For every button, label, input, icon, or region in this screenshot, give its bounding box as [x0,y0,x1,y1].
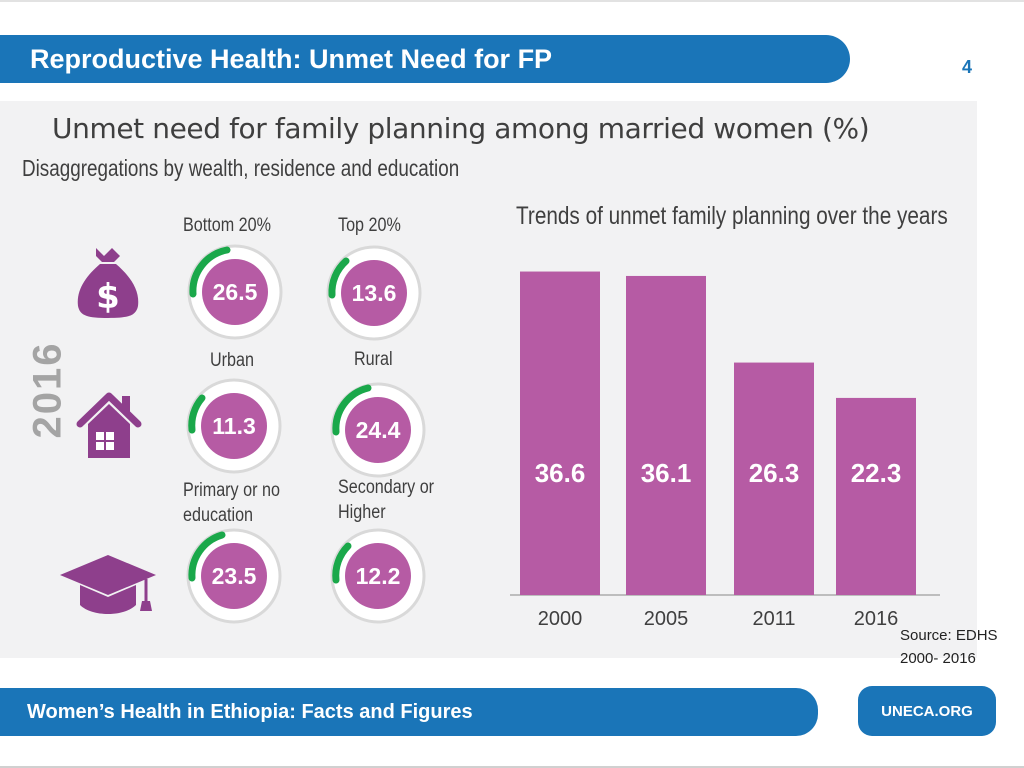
value-secondary-education: 12.2 [355,562,401,589]
trend-bar-chart: 36.6 2000 36.1 2005 26.3 2011 22.3 2016 [510,271,940,630]
source-line-2: 2000- 2016 [900,650,976,667]
title-bar [0,35,850,83]
value-bottom-20: 26.5 [212,278,258,305]
slide-title: Reproductive Health: Unmet Need for FP [30,44,553,74]
ring-primary-education: 23.5 [184,526,284,626]
value-primary-education: 23.5 [211,562,257,589]
value-urban: 11.3 [212,412,256,439]
source-line-1: Source: EDHS [900,627,998,644]
ring-rural: 24.4 [328,380,428,480]
category-label-2016: 2016 [854,608,899,630]
infographic-title: Unmet need for family planning among mar… [52,112,870,145]
category-label-2011: 2011 [752,608,795,630]
house-icon [76,390,142,465]
source-note: Source: EDHS 2000- 2016 [900,624,998,670]
infographic-panel [0,101,977,658]
top-divider [0,0,1024,2]
ring-secondary-education: 12.2 [328,526,428,626]
money-bag-icon: $ [74,246,142,325]
uneca-link-button[interactable]: UNECA.ORG [858,686,996,736]
label-bottom-20: Bottom 20% [183,215,271,236]
value-top-20: 13.6 [351,279,397,306]
bar-2000 [520,271,600,595]
footer-bar [0,688,818,736]
label-primary-education: Primary or no education [183,480,280,526]
bar-2005 [626,275,706,595]
ring-urban: 11.3 [184,376,284,476]
ring-bottom-20: 26.5 [185,242,285,342]
label-rural: Rural [354,349,393,370]
bar-2016 [836,397,916,595]
footer-title: Women’s Health in Ethiopia: Facts and Fi… [27,701,473,723]
svg-text:$: $ [96,277,120,317]
bottom-divider [0,766,1024,768]
bar-2011 [734,362,814,595]
ring-top-20: 13.6 [324,243,424,343]
value-label-2005: 36.1 [641,458,692,488]
graduation-cap-icon [58,545,158,622]
value-label-2011: 26.3 [749,458,800,488]
value-label-2016: 22.3 [851,458,902,488]
value-label-2000: 36.6 [535,458,586,488]
value-rural: 24.4 [355,416,401,443]
infographic-subtitle: Disaggregations by wealth, residence and… [22,155,460,181]
year-label: 2016 [25,341,70,439]
label-urban: Urban [210,350,254,371]
category-label-2005: 2005 [644,608,689,630]
label-top-20: Top 20% [338,215,401,236]
chart-title: Trends of unmet family planning over the… [516,202,948,230]
page-number: 4 [962,57,973,77]
category-label-2000: 2000 [538,608,583,630]
label-secondary-education: Secondary or Higher [338,477,435,523]
